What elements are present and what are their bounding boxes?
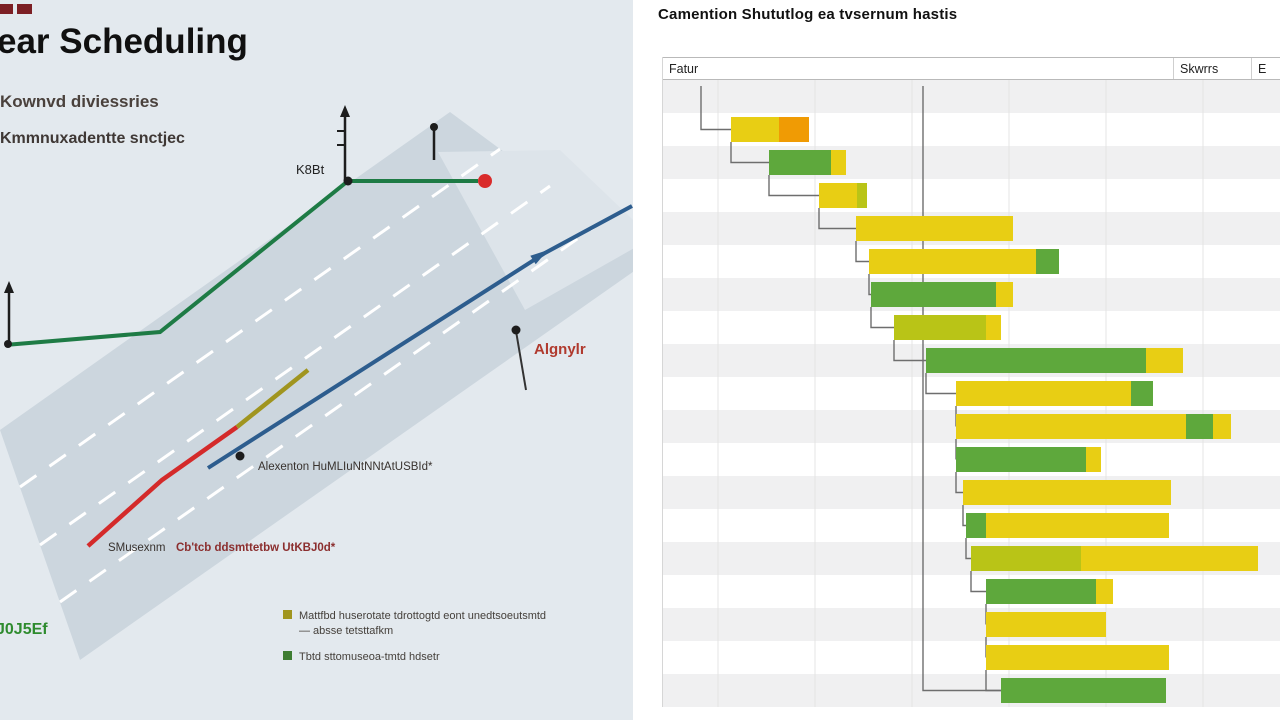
milestone-dot (478, 174, 492, 188)
gantt-bar-segment (966, 513, 986, 538)
gantt-bar-segment (986, 612, 1106, 637)
gantt-row-stripe (663, 80, 1280, 113)
gantt-connector (962, 505, 966, 527)
gantt-row-stripe (663, 608, 1280, 641)
legend-2-line-1: Tbtd sttomuseoa-tmtd hdsetr (299, 651, 440, 663)
gantt-bar-segment (963, 480, 1171, 505)
gantt-connector (768, 175, 819, 197)
gantt-connector (925, 373, 956, 395)
left-title: ear Scheduling (0, 22, 248, 61)
annotation-2-highlight: Cb'tcb ddsmttetbw UtKBJ0d* (176, 542, 336, 554)
crew-line-green (4, 179, 478, 347)
corner-value: J0J5Ef (0, 621, 48, 638)
axis-arrow-icon (4, 281, 14, 293)
gantt-bar-segment (857, 183, 867, 208)
legend-1-line-1: Mattfbd huserotate tdrottogtd eont unedt… (299, 610, 546, 622)
gantt-bar-segment (1131, 381, 1153, 406)
gantt-connector (855, 241, 869, 263)
gantt-connector (893, 340, 926, 362)
gantt-bar-segment (986, 513, 1169, 538)
node-dot (235, 451, 245, 461)
gantt-bar-segment (769, 150, 831, 175)
left-subtitle-1: Kownvd diviessries (0, 92, 159, 111)
gantt-connector (985, 670, 1001, 692)
gantt-bar-segment (1081, 546, 1258, 571)
gantt-bar-segment (1086, 447, 1101, 472)
gantt-chart (663, 80, 1280, 707)
gantt-connector (955, 472, 963, 494)
column-header-end: E (1251, 58, 1280, 79)
gantt-bar-segment (1146, 348, 1183, 373)
gantt-bar-segment (956, 414, 1186, 439)
gantt-bar-segment (956, 447, 1086, 472)
legend-swatch-1 (283, 610, 292, 619)
cutoff-text-fragment (17, 4, 32, 14)
crew-line-olive (235, 368, 310, 429)
gantt-table: Fatur Skwrrs E (662, 57, 1280, 707)
gantt-bar-segment (731, 117, 779, 142)
gantt-bar-segment (779, 117, 809, 142)
gantt-connector (970, 571, 986, 593)
gantt-bar-segment (871, 282, 996, 307)
gantt-bar-segment (869, 249, 1036, 274)
blue-arrowhead-icon (530, 250, 548, 265)
gantt-connector (868, 274, 871, 296)
column-header-start: Skwrrs (1173, 58, 1251, 79)
alignment-label: Algnylr (534, 341, 586, 358)
annotation-1: Alexenton HuMLIuNtNNtAtUSBId* (258, 461, 433, 473)
legend-1-line-2: — absse tetsttafkm (299, 625, 393, 637)
road (0, 112, 650, 660)
crew-line-red (86, 425, 239, 548)
gantt-bar-segment (956, 381, 1131, 406)
lane-marking (59, 221, 601, 604)
gantt-bar-segment (986, 579, 1096, 604)
gantt-connector (730, 142, 769, 164)
gantt-bar-segment (971, 546, 1081, 571)
gantt-bar-segment (996, 282, 1013, 307)
linear-scheduling-pane: ear Scheduling Kownvd diviessries Kmmnux… (0, 0, 652, 720)
column-header-task: Fatur (669, 62, 699, 76)
marker-dot (430, 123, 438, 131)
gantt-bar-segment (926, 348, 1146, 373)
annotation-2-prefix: SMusexnm (108, 542, 166, 554)
gantt-bar-segment (831, 150, 846, 175)
gantt-bar-segment (856, 216, 1013, 241)
gantt-bar-segment (1213, 414, 1231, 439)
gantt-title: Camention Shututlog ea tvsernum hastis (658, 6, 958, 23)
lane-marking (19, 147, 501, 489)
gantt-bar-segment (1096, 579, 1113, 604)
road-patch (438, 150, 652, 310)
gantt-bar-segment (986, 315, 1001, 340)
left-subtitle-2: Kmmnuxadentte snctjec (0, 130, 185, 147)
gantt-connector (965, 538, 971, 560)
gantt-bar-segment (1186, 414, 1213, 439)
gantt-bar-segment (1001, 678, 1166, 703)
axis-arrow-icon (340, 105, 350, 117)
node-dot (343, 176, 353, 186)
legend-swatch-2 (283, 651, 292, 660)
gantt-connector (870, 307, 894, 329)
station-label: K8Bt (296, 162, 325, 177)
gantt-connector (700, 86, 731, 131)
gantt-connector (818, 208, 856, 230)
marker-dot (511, 325, 521, 335)
gantt-header-row: Fatur Skwrrs E (663, 57, 1280, 80)
gantt-bar-segment (894, 315, 986, 340)
gantt-bar-segment (1036, 249, 1059, 274)
gantt-bar-segment (819, 183, 857, 208)
lane-markings (19, 147, 601, 604)
lane-marking (39, 184, 551, 547)
node-dot (4, 340, 12, 348)
station-marker (515, 330, 527, 391)
gantt-panel: Camention Shututlog ea tvsernum hastis F… (656, 0, 1280, 720)
linear-scheduling-diagram: ear Scheduling Kownvd diviessries Kmmnux… (0, 0, 652, 720)
cutoff-text-fragment (0, 4, 13, 14)
gantt-bar-segment (986, 645, 1169, 670)
